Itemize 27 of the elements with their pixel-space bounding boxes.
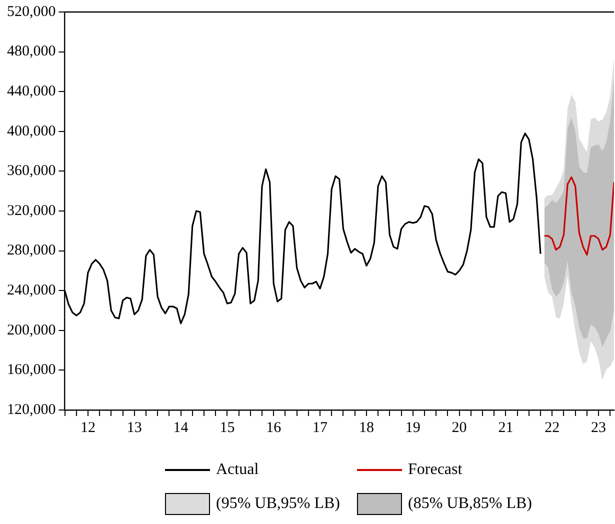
x-tick-label: 23 [591, 420, 606, 436]
x-tick-label: 21 [498, 420, 514, 436]
y-tick-label: 240,000 [7, 282, 56, 299]
y-tick-label: 320,000 [7, 202, 56, 219]
x-tick-label: 14 [173, 420, 189, 436]
y-tick-label: 120,000 [7, 402, 56, 418]
y-tick-label: 160,000 [7, 362, 56, 378]
legend-label: (95% UB,95% LB) [216, 495, 340, 513]
x-tick-label: 12 [80, 420, 96, 436]
y-tick-label: 480,000 [7, 44, 56, 60]
x-tick-label: 13 [126, 420, 142, 436]
x-tick-label: 16 [266, 420, 282, 436]
legend-label: (85% UB,85% LB) [408, 495, 532, 513]
y-tick-label: 520,000 [7, 4, 56, 20]
legend-label: Actual [216, 461, 259, 479]
x-tick-label: 15 [220, 420, 235, 436]
x-tick-label: 18 [358, 420, 374, 436]
y-tick-label: 440,000 [7, 84, 56, 100]
x-tick-label: 20 [452, 420, 467, 436]
x-tick-label: 19 [405, 420, 420, 436]
y-tick-label: 360,000 [7, 163, 56, 180]
x-tick-label: 22 [544, 420, 560, 436]
legend-label: Forecast [408, 461, 462, 479]
y-tick-label: 200,000 [7, 322, 56, 338]
x-tick-label: 17 [312, 420, 328, 436]
y-tick-label: 400,000 [7, 123, 56, 140]
y-tick-label: 280,000 [7, 242, 56, 259]
